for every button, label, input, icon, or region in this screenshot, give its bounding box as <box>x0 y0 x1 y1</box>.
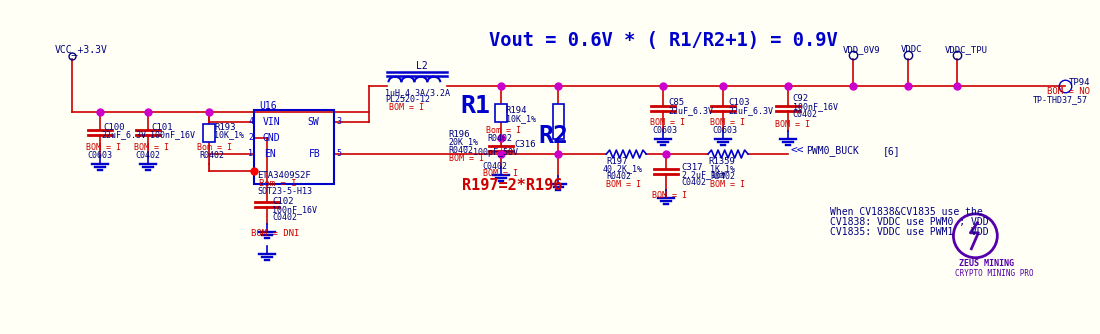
Text: BOM = I: BOM = I <box>711 180 745 189</box>
Text: VDDC: VDDC <box>901 45 922 54</box>
Text: R196: R196 <box>449 130 471 139</box>
Text: 1: 1 <box>249 149 253 158</box>
Text: TP94: TP94 <box>1069 78 1090 87</box>
Text: R193: R193 <box>214 123 235 132</box>
Text: R1359: R1359 <box>708 157 735 166</box>
Text: ETA3409S2F: ETA3409S2F <box>257 171 311 180</box>
Text: 1uH_4.3A/3.2A: 1uH_4.3A/3.2A <box>385 88 450 97</box>
Text: 3: 3 <box>337 117 341 126</box>
Text: L2: L2 <box>416 61 428 71</box>
Text: 4: 4 <box>249 117 253 126</box>
Text: C85: C85 <box>668 98 684 107</box>
Text: R2: R2 <box>539 124 569 148</box>
Text: R1: R1 <box>461 94 491 118</box>
Text: 22uF_6.3V: 22uF_6.3V <box>728 106 773 115</box>
Text: BOM = I: BOM = I <box>774 120 810 129</box>
Text: BOM = NO: BOM = NO <box>1047 87 1090 96</box>
Text: R0402: R0402 <box>487 134 513 143</box>
Text: 22uF_6.3V: 22uF_6.3V <box>101 131 146 140</box>
Text: When CV1838&CV1835 use the: When CV1838&CV1835 use the <box>829 207 982 217</box>
Text: 2.2uF_16V: 2.2uF_16V <box>681 170 726 179</box>
Text: 10K_1%: 10K_1% <box>506 114 536 123</box>
Text: R194: R194 <box>506 106 527 115</box>
Text: C101: C101 <box>152 123 173 132</box>
Text: C0603: C0603 <box>712 126 737 135</box>
Bar <box>495 104 507 122</box>
Text: <<: << <box>791 146 804 156</box>
Text: C103: C103 <box>728 98 749 107</box>
Text: C0402: C0402 <box>273 213 297 222</box>
Text: EN: EN <box>264 149 276 159</box>
Text: TP-THD37_57: TP-THD37_57 <box>1033 95 1088 104</box>
Text: VDD_0V9: VDD_0V9 <box>843 45 880 54</box>
Text: CV1838: VDDC use PWM0 ; VDD: CV1838: VDDC use PWM0 ; VDD <box>829 217 989 227</box>
Text: C0402: C0402 <box>483 162 508 170</box>
Text: BOM = I: BOM = I <box>449 154 484 163</box>
Text: VDDC_TPU: VDDC_TPU <box>945 45 988 54</box>
Text: FB: FB <box>309 149 321 159</box>
Text: 22uF_6.3V: 22uF_6.3V <box>668 106 713 115</box>
Text: Vout = 0.6V * ( R1/R2+1) = 0.9V: Vout = 0.6V * ( R1/R2+1) = 0.9V <box>488 31 837 50</box>
Bar <box>254 110 334 184</box>
Text: PWM0_BUCK: PWM0_BUCK <box>806 146 859 157</box>
Text: 1K_1%: 1K_1% <box>711 164 735 173</box>
Text: 20K_1%: 20K_1% <box>449 138 478 147</box>
Text: BOM = I: BOM = I <box>86 143 121 152</box>
Text: BOM = I: BOM = I <box>483 169 518 178</box>
Text: R0402: R0402 <box>711 172 735 181</box>
Text: 40.2K_1%: 40.2K_1% <box>603 164 642 173</box>
Text: BOM = DNI: BOM = DNI <box>251 229 299 238</box>
Text: C0603: C0603 <box>88 151 113 160</box>
Text: R0402: R0402 <box>199 151 224 160</box>
Text: ZEUS MINING: ZEUS MINING <box>959 259 1014 268</box>
Text: C0603: C0603 <box>652 126 678 135</box>
Text: C102: C102 <box>273 197 294 206</box>
Text: CV1835: VDDC use PWM1   VDD: CV1835: VDDC use PWM1 VDD <box>829 227 989 237</box>
Bar <box>552 104 564 139</box>
Text: Bom = I: Bom = I <box>260 179 297 188</box>
Text: BOM = I: BOM = I <box>652 191 688 200</box>
Text: 100pF_50V: 100pF_50V <box>473 148 518 157</box>
Text: C0402: C0402 <box>135 151 161 160</box>
Text: U16: U16 <box>260 101 277 111</box>
Text: CRYPTO MINING PRO: CRYPTO MINING PRO <box>956 269 1034 278</box>
Text: BOM = I: BOM = I <box>711 118 745 127</box>
Text: SW: SW <box>307 117 319 127</box>
Text: BOM = I: BOM = I <box>133 143 168 152</box>
Text: VIN: VIN <box>262 117 279 127</box>
Text: 2: 2 <box>249 133 253 142</box>
Text: R0402: R0402 <box>606 172 631 181</box>
Text: GND: GND <box>262 133 279 143</box>
Text: R0402: R0402 <box>449 146 474 155</box>
Text: R197=2*R196: R197=2*R196 <box>462 178 562 193</box>
Text: C317: C317 <box>681 163 703 171</box>
Text: 10K_1%: 10K_1% <box>214 131 244 140</box>
Text: BOM = I: BOM = I <box>650 118 685 127</box>
Text: [6]: [6] <box>882 146 900 156</box>
Text: SOT23-5-H13: SOT23-5-H13 <box>257 187 312 196</box>
Text: Bom = I: Bom = I <box>486 126 520 135</box>
Text: C0402: C0402 <box>793 110 818 119</box>
Text: 100nF_16V: 100nF_16V <box>793 102 838 111</box>
Text: C92: C92 <box>793 94 808 103</box>
Text: 100nF_16V: 100nF_16V <box>273 205 317 214</box>
Text: PL2520-12: PL2520-12 <box>385 95 430 104</box>
Text: C0402: C0402 <box>681 178 706 187</box>
Text: R197: R197 <box>606 157 628 166</box>
Text: VCC_+3.3V: VCC_+3.3V <box>55 44 108 55</box>
Bar <box>204 124 216 142</box>
Text: C100: C100 <box>103 123 125 132</box>
Text: BOM = I: BOM = I <box>606 180 641 189</box>
Text: 100nF_16V: 100nF_16V <box>150 131 195 140</box>
Text: C316: C316 <box>515 140 536 149</box>
Text: Bom = I: Bom = I <box>198 143 232 152</box>
Text: 5: 5 <box>337 149 341 158</box>
Text: BOM = I: BOM = I <box>389 103 424 112</box>
